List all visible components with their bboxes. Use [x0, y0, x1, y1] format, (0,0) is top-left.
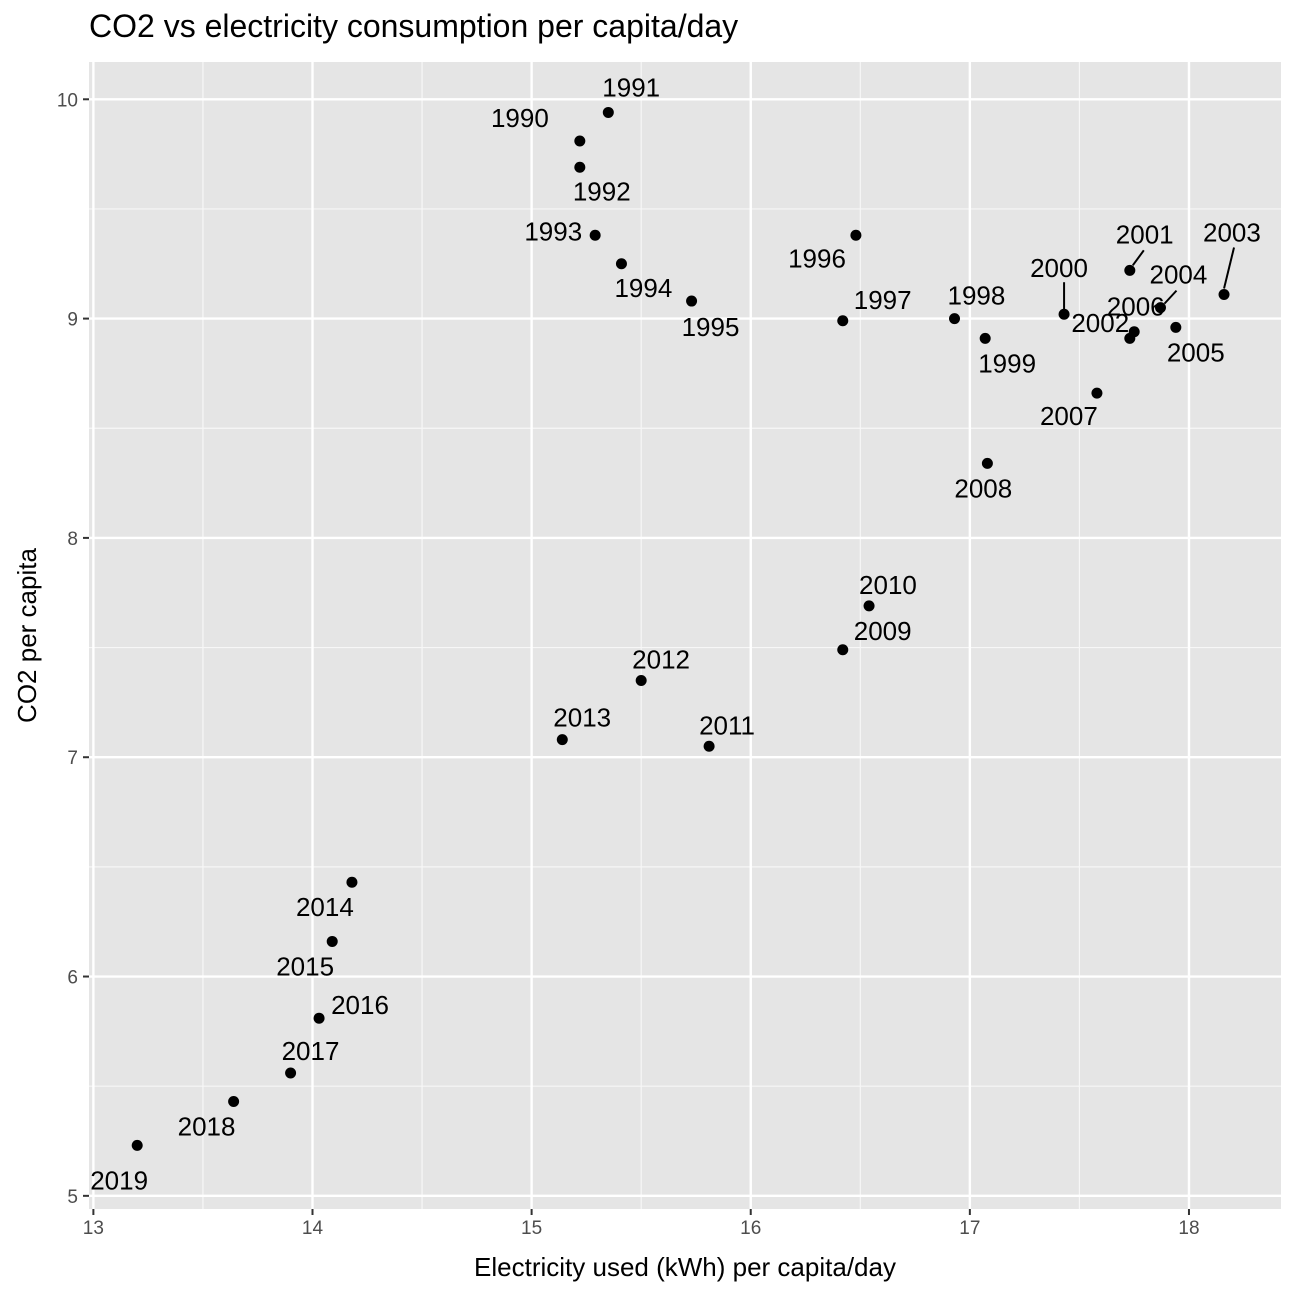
x-axis-title: Electricity used (kWh) per capita/day: [474, 1252, 896, 1282]
data-point: [686, 295, 698, 307]
chart-title: CO2 vs electricity consumption per capit…: [89, 8, 739, 44]
point-label: 2007: [1040, 401, 1098, 431]
point-label: 2016: [331, 990, 389, 1020]
x-tick-label: 16: [740, 1218, 761, 1239]
data-point: [1154, 302, 1166, 314]
point-label: 2001: [1116, 219, 1174, 249]
point-label: 1991: [602, 72, 660, 102]
y-axis-title: CO2 per capita: [12, 548, 42, 723]
y-tick-label: 7: [67, 748, 78, 769]
data-point: [346, 876, 358, 888]
point-label: 1994: [614, 273, 672, 303]
data-point: [850, 229, 862, 241]
y-tick-label: 9: [67, 310, 78, 331]
data-point: [602, 106, 614, 118]
data-point: [837, 315, 849, 327]
point-label: 2019: [90, 1165, 148, 1195]
point-label: 2012: [632, 644, 690, 674]
data-point: [635, 674, 647, 686]
data-point: [703, 740, 715, 752]
point-label: 1996: [788, 243, 846, 273]
leader-line: [1163, 289, 1178, 305]
y-tick-label: 10: [57, 90, 78, 111]
point-label: 1999: [978, 348, 1036, 378]
point-label: 2008: [954, 473, 1012, 503]
data-point: [313, 1012, 325, 1024]
point-label: 2014: [296, 892, 354, 922]
x-tick-labels: 13 14 15 16 17 18: [83, 1218, 1200, 1239]
point-label: 2000: [1030, 253, 1088, 283]
leader-line: [1223, 247, 1236, 289]
data-point: [1091, 387, 1103, 399]
leader-line: [1132, 249, 1145, 266]
point-label: 1990: [491, 103, 549, 133]
data-point: [1124, 332, 1136, 344]
data-point: [556, 734, 568, 746]
point-label: 2018: [178, 1112, 236, 1142]
point-label: 2017: [282, 1036, 340, 1066]
data-point: [574, 135, 586, 147]
point-label: 1997: [854, 285, 912, 315]
y-tick-label: 6: [67, 968, 78, 989]
data-point: [863, 600, 875, 612]
point-label: 2011: [699, 710, 755, 740]
major-gridlines: [89, 62, 1281, 1209]
data-point: [981, 457, 993, 469]
data-point: [1124, 264, 1136, 276]
point-label: 2003: [1203, 217, 1261, 247]
axis-ticks: [83, 98, 1190, 1215]
point-label: 1993: [524, 216, 582, 246]
data-point: [285, 1067, 297, 1079]
label-leader-lines: [1063, 247, 1236, 310]
data-point: [326, 935, 338, 947]
x-tick-label: 15: [521, 1218, 542, 1239]
minor-gridlines: [89, 62, 1281, 1209]
point-label: 2006: [1107, 291, 1165, 321]
point-label: 2005: [1167, 337, 1225, 367]
data-point: [589, 229, 601, 241]
x-tick-label: 13: [83, 1218, 104, 1239]
point-label: 1995: [682, 312, 740, 342]
data-point: [979, 332, 991, 344]
data-point: [1058, 308, 1070, 320]
y-tick-label: 5: [67, 1187, 78, 1208]
point-labels: 1990 1991 1992 1993 1994 1995 1996 1997 1998 1999…: [90, 72, 1261, 1195]
y-tick-labels: 5 6 7 8 9 10: [57, 90, 78, 1208]
point-label: 2009: [854, 616, 912, 646]
data-point: [1170, 321, 1182, 333]
data-point: [1218, 288, 1230, 300]
data-point: [837, 644, 849, 656]
plot-panel: [89, 62, 1281, 1209]
point-label: 2015: [276, 951, 334, 981]
point-label: 1998: [948, 281, 1006, 311]
x-tick-label: 17: [959, 1218, 980, 1239]
data-point: [574, 161, 586, 173]
point-label: 2010: [859, 570, 917, 600]
data-points: [131, 106, 1230, 1151]
data-point: [615, 258, 627, 270]
x-tick-label: 18: [1178, 1218, 1199, 1239]
data-point: [131, 1139, 143, 1151]
data-point: [949, 313, 961, 325]
point-label: 2013: [553, 703, 611, 733]
point-label: 1992: [573, 176, 631, 206]
point-label: 2002: [1071, 308, 1129, 338]
data-point: [228, 1096, 240, 1108]
y-tick-label: 8: [67, 529, 78, 550]
point-label: 2004: [1149, 260, 1207, 290]
x-tick-label: 14: [302, 1218, 324, 1239]
